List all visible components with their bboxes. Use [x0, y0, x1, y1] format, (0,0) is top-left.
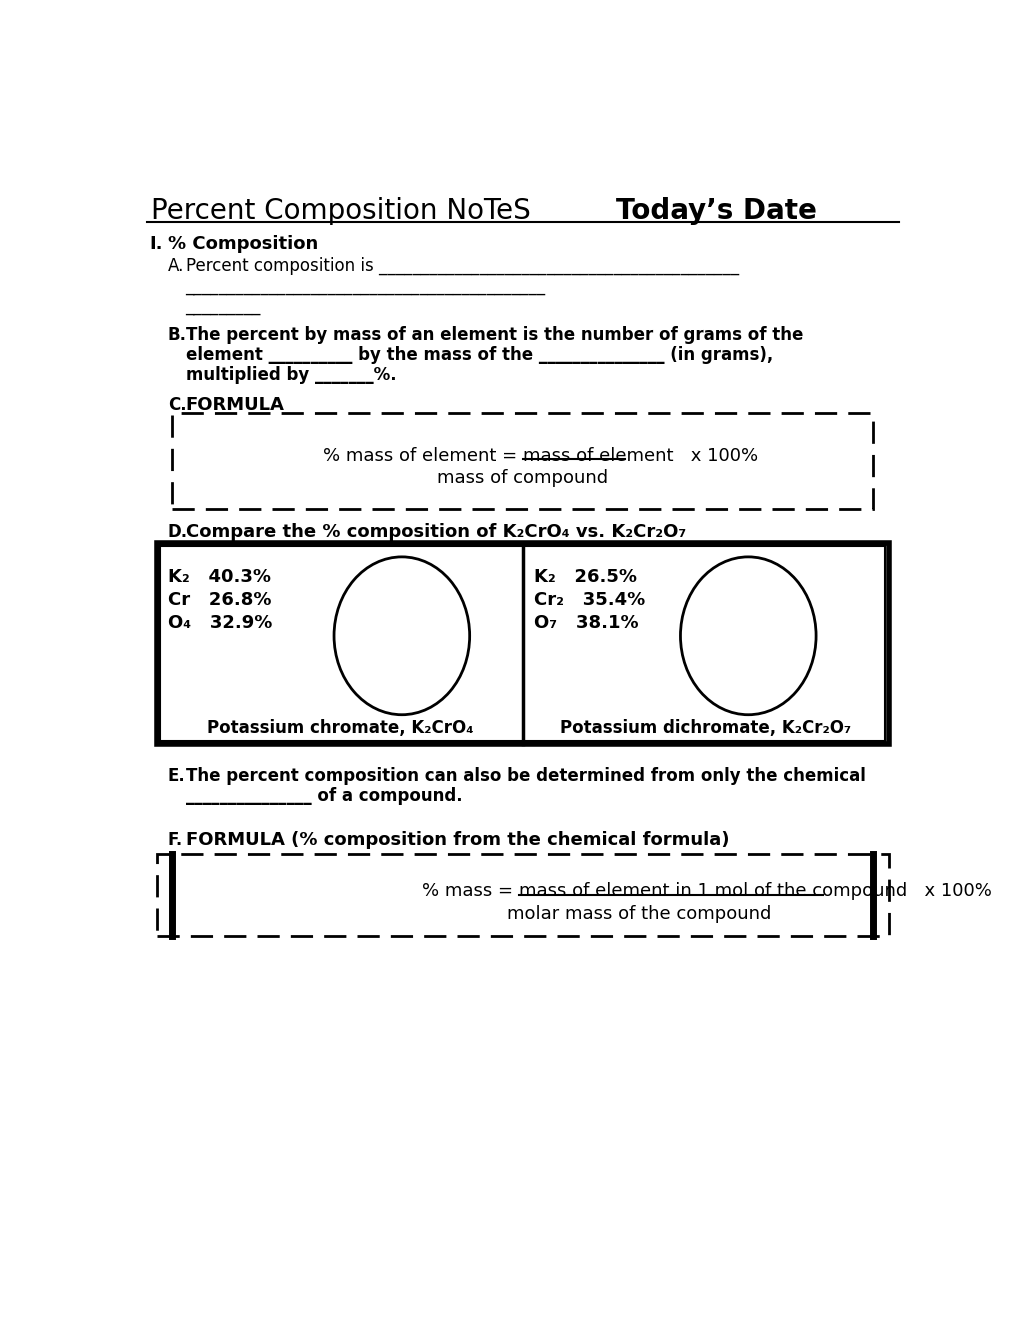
- Text: O₄   32.9%: O₄ 32.9%: [168, 614, 272, 632]
- Text: K₂   40.3%: K₂ 40.3%: [168, 568, 270, 586]
- Text: F.: F.: [168, 830, 182, 849]
- Text: Potassium chromate, K₂CrO₄: Potassium chromate, K₂CrO₄: [206, 719, 473, 738]
- Text: % Composition: % Composition: [168, 235, 318, 253]
- Text: Today’s Date: Today’s Date: [615, 197, 816, 224]
- Text: The percent by mass of an element is the number of grams of the: The percent by mass of an element is the…: [185, 326, 802, 345]
- Text: multiplied by _______%.: multiplied by _______%.: [185, 367, 395, 384]
- Text: % mass =: % mass =: [422, 882, 519, 900]
- Text: C.: C.: [168, 396, 186, 413]
- Text: element __________ by the mass of the _______________ (in grams),: element __________ by the mass of the __…: [185, 346, 772, 364]
- Text: mass of element in 1 mol of the compound   x 100%: mass of element in 1 mol of the compound…: [519, 882, 990, 900]
- Text: Compare the % composition of K₂CrO₄ vs. K₂Cr₂O₇: Compare the % composition of K₂CrO₄ vs. …: [185, 523, 686, 541]
- Text: mass of element   x 100%: mass of element x 100%: [522, 447, 757, 465]
- Text: FORMULA: FORMULA: [185, 396, 284, 413]
- Text: % mass of element =: % mass of element =: [323, 447, 522, 465]
- Text: Cr₂   35.4%: Cr₂ 35.4%: [533, 591, 644, 609]
- Text: D.: D.: [168, 523, 187, 541]
- Text: O₇   38.1%: O₇ 38.1%: [533, 614, 638, 632]
- Text: _________: _________: [185, 297, 261, 315]
- Text: FORMULA (% composition from the chemical formula): FORMULA (% composition from the chemical…: [185, 830, 729, 849]
- Text: mass of compound: mass of compound: [437, 469, 607, 487]
- Text: The percent composition can also be determined from only the chemical: The percent composition can also be dete…: [185, 767, 865, 784]
- Text: B.: B.: [168, 326, 186, 345]
- Text: K₂   26.5%: K₂ 26.5%: [533, 568, 636, 586]
- Text: I.: I.: [149, 235, 163, 253]
- Text: Percent composition is ___________________________________________: Percent composition is _________________…: [185, 257, 738, 276]
- Text: Potassium dichromate, K₂Cr₂O₇: Potassium dichromate, K₂Cr₂O₇: [559, 719, 851, 738]
- Text: _______________ of a compound.: _______________ of a compound.: [185, 787, 462, 805]
- Text: Cr   26.8%: Cr 26.8%: [168, 591, 271, 609]
- Text: ___________________________________________: ________________________________________…: [185, 277, 545, 294]
- Text: Percent Composition NoTeS: Percent Composition NoTeS: [151, 197, 530, 224]
- Text: A.: A.: [168, 257, 184, 275]
- Text: molar mass of the compound: molar mass of the compound: [506, 906, 770, 923]
- Text: E.: E.: [168, 767, 185, 784]
